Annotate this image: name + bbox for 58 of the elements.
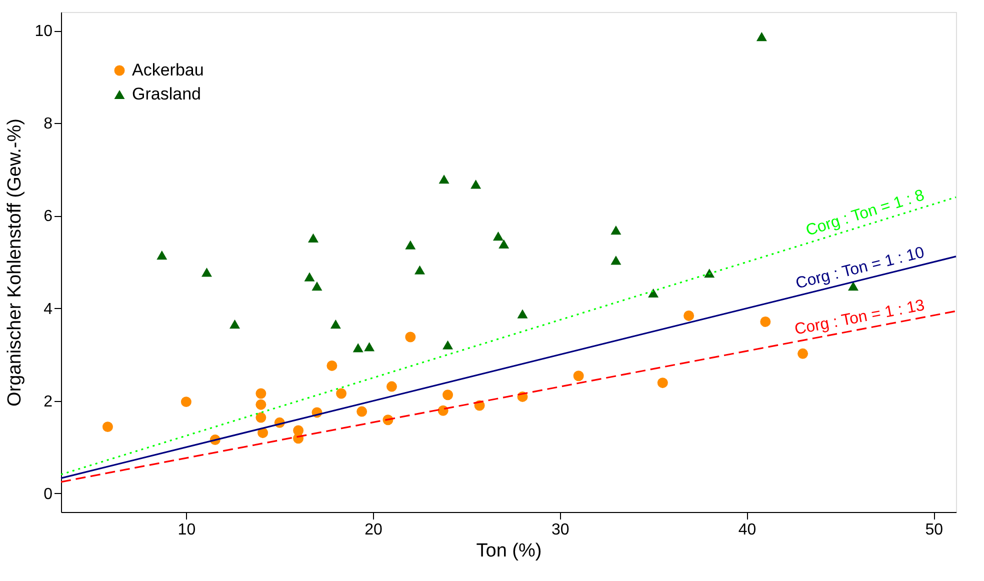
point <box>312 282 322 291</box>
x-tick-label: 20 <box>364 522 383 538</box>
point <box>258 428 268 438</box>
point <box>405 332 416 342</box>
point <box>704 268 715 278</box>
point <box>760 316 771 327</box>
y-tick-label: 6 <box>44 208 53 226</box>
point <box>848 282 858 291</box>
point <box>498 239 510 248</box>
y-tick-label: 4 <box>44 300 53 318</box>
point <box>364 342 375 352</box>
point <box>256 412 266 423</box>
point <box>308 233 318 242</box>
point <box>256 399 266 410</box>
point <box>492 232 504 241</box>
x-axis-title: Ton (%) <box>476 540 542 562</box>
y-tick-label: 10 <box>34 23 53 40</box>
point <box>684 310 694 321</box>
point <box>798 348 808 359</box>
y-tick-label: 2 <box>44 393 53 410</box>
point <box>405 240 416 250</box>
point <box>330 319 341 329</box>
point <box>230 319 240 329</box>
point <box>610 226 622 235</box>
point <box>442 390 454 400</box>
x-tick-label: 10 <box>178 522 196 538</box>
point <box>326 360 338 371</box>
point <box>156 250 168 260</box>
point <box>648 288 659 298</box>
point <box>386 381 397 392</box>
y-axis-title: Organischer Kohlenstoff (Gew.-%) <box>4 118 26 406</box>
point <box>304 272 315 282</box>
text: Corg : Ton = 1 : 8 <box>804 186 927 240</box>
y-tick-label: 8 <box>44 116 53 133</box>
point <box>573 370 584 382</box>
point <box>336 388 347 399</box>
point <box>352 343 364 352</box>
legend-label: Grasland <box>132 84 201 104</box>
legend-label: Ackerbau <box>132 60 204 80</box>
point <box>470 180 482 189</box>
point <box>442 340 454 350</box>
x-tick-label: 30 <box>551 522 570 538</box>
point <box>756 32 767 42</box>
point <box>610 256 622 265</box>
point <box>657 378 668 388</box>
point <box>517 309 528 318</box>
point <box>256 388 266 399</box>
x-tick-label: 40 <box>738 522 756 538</box>
point <box>201 268 212 277</box>
y-tick-label: 0 <box>44 486 53 503</box>
point <box>438 174 450 184</box>
text: Corg : Ton = 1 : 13 <box>793 297 926 338</box>
point <box>180 396 192 408</box>
text: Corg : Ton = 1 : 10 <box>794 244 926 292</box>
point <box>414 265 425 274</box>
x-tick-label: 50 <box>925 522 944 538</box>
point <box>356 406 368 417</box>
point <box>102 422 113 432</box>
